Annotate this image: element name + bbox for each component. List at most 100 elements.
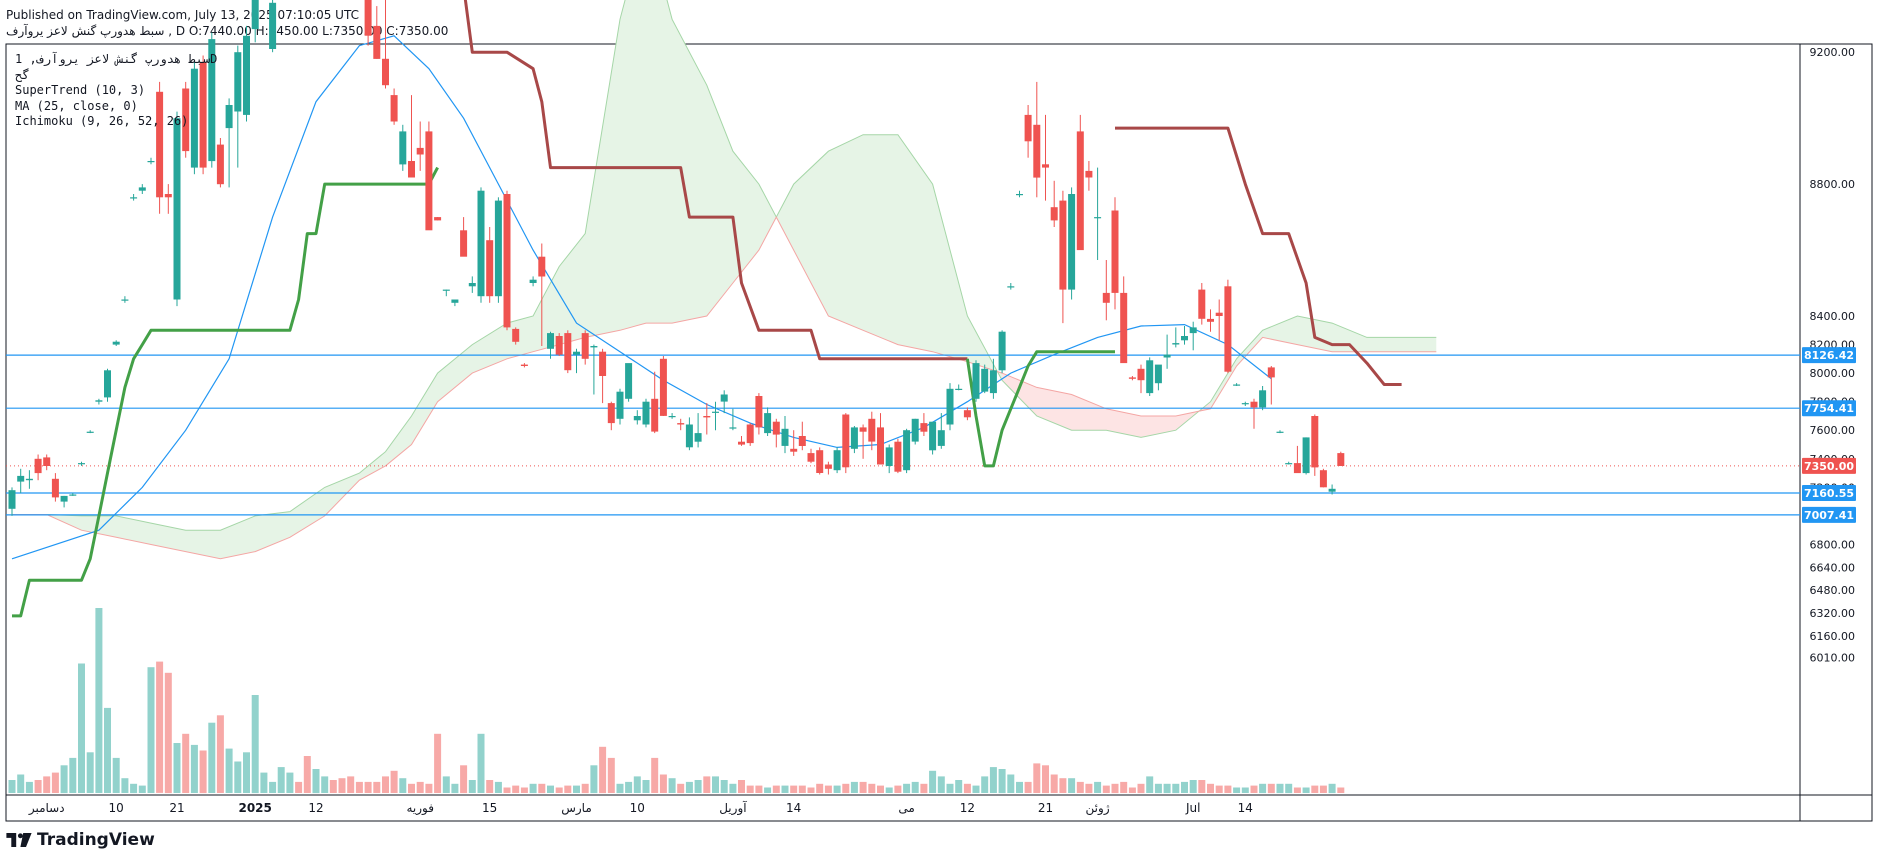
time-axis[interactable]: دسامبر 10 21 2025 12 فوریه 15 مارس 10 آوریل 14 می 12…	[28, 800, 1253, 816]
candle-body	[112, 341, 120, 345]
volume-bar	[460, 765, 468, 794]
volume-bar	[929, 770, 937, 793]
volume-bar	[269, 781, 277, 793]
volume-bar	[1059, 778, 1067, 793]
legend-symbol[interactable]: سبط هدورپ گنش لاعز یروآرف, 1D	[15, 52, 218, 66]
candle-body	[1172, 343, 1180, 345]
candle-body	[738, 441, 745, 445]
volume-bar	[998, 769, 1006, 794]
price-label-box	[1802, 347, 1856, 364]
volume-bar	[208, 722, 216, 793]
supertrend-up-segment	[965, 350, 1115, 468]
legend-supertrend[interactable]: SuperTrend (10, 3)	[15, 83, 146, 97]
candle-body	[251, 0, 259, 30]
volume-bar	[729, 783, 737, 794]
volume-bar	[712, 776, 719, 793]
volume-bar	[1172, 783, 1180, 794]
candle-body	[877, 427, 884, 465]
candle-body	[642, 401, 650, 425]
time-tick-label: 14	[1238, 801, 1253, 815]
candle-body	[1024, 114, 1032, 142]
candle-body	[86, 431, 94, 433]
candle-body	[1215, 312, 1223, 316]
volume-bar	[1068, 778, 1076, 793]
volume-bar	[1233, 787, 1241, 793]
candle-body	[859, 427, 867, 432]
volume-bar	[694, 780, 702, 793]
candle-body	[147, 161, 155, 163]
candle-body	[798, 436, 806, 446]
volume-bar	[425, 783, 433, 794]
volume-bar	[1033, 763, 1041, 793]
volume-bar	[590, 765, 598, 794]
volume-bar	[555, 787, 563, 793]
volume-bar	[781, 785, 789, 793]
price-label-box	[1802, 506, 1856, 523]
candle-body	[243, 35, 250, 115]
volume-bar	[581, 783, 589, 794]
candle-body	[1198, 289, 1206, 319]
chart-pane-border	[5, 43, 1873, 822]
candle-body	[885, 447, 893, 466]
candle-body	[564, 333, 572, 371]
volume-bar	[1285, 783, 1293, 794]
time-tick-label: می	[898, 801, 914, 815]
volume-bar	[1198, 780, 1206, 793]
volume-bar	[1259, 783, 1267, 794]
candle-body	[1328, 488, 1336, 492]
volume-bar	[216, 715, 224, 793]
supertrend-line	[12, 0, 1402, 618]
volume-bar	[225, 748, 233, 793]
candle-body	[494, 200, 502, 297]
volume-bar	[573, 785, 580, 793]
volume-bar	[868, 783, 876, 794]
price-label-text: 7754.41	[1804, 402, 1854, 415]
price-tick-label: 8400.00	[1810, 310, 1856, 323]
legend-ichimoku[interactable]: Ichimoku (9, 26, 52, 26)	[15, 114, 189, 128]
candle-body	[981, 368, 989, 392]
price-tick-label: 6160.00	[1810, 630, 1856, 643]
price-label-text: 7007.41	[1804, 509, 1854, 522]
candle-body	[486, 240, 494, 297]
volume-bar	[937, 776, 945, 793]
price-axis[interactable]: 10800.0010400.0010000.009600.009200.0088…	[1803, 0, 1856, 664]
candle-body	[1076, 131, 1084, 251]
candle-body	[1267, 367, 1275, 378]
volume-bar	[1094, 781, 1102, 793]
volume-bar	[1016, 781, 1023, 793]
volume-bar	[877, 785, 884, 793]
candle-body	[703, 416, 711, 418]
candle-body	[130, 197, 138, 199]
legend-ma[interactable]: MA (25, close, 0)	[15, 98, 138, 113]
candle-body	[382, 58, 389, 86]
volume-bar	[1085, 783, 1093, 794]
volume-bar	[659, 774, 667, 793]
candle-body	[1224, 286, 1232, 372]
ichimoku-span-b	[12, 216, 1437, 560]
supertrend-down-segment	[463, 0, 968, 361]
candle-body	[1250, 401, 1258, 408]
candle-body	[1181, 336, 1188, 341]
candlesticks	[8, 0, 1345, 516]
volume-bar	[321, 776, 329, 793]
volume-bar	[720, 780, 728, 793]
volume-bar	[1319, 785, 1327, 793]
volume-bar	[989, 767, 997, 793]
volume-bar	[1207, 783, 1214, 794]
price-label-text: 7160.55	[1804, 487, 1854, 500]
candle-body	[755, 396, 763, 428]
volume-bar	[1050, 774, 1058, 793]
volume-bar	[130, 783, 138, 794]
volume-bar	[199, 750, 207, 794]
candle-body	[1189, 327, 1197, 334]
candle-body	[95, 400, 103, 402]
candle-body	[868, 418, 876, 442]
volume-bar	[1076, 781, 1084, 793]
volume-bar	[1137, 783, 1145, 794]
candle-body	[581, 333, 589, 359]
volume-bar	[434, 733, 442, 793]
volume-bar	[547, 785, 554, 793]
tradingview-logo: TradingView	[6, 830, 155, 850]
price-labels: 8126.42 7754.41 7160.55 7007.41 7350.00	[1802, 347, 1856, 523]
